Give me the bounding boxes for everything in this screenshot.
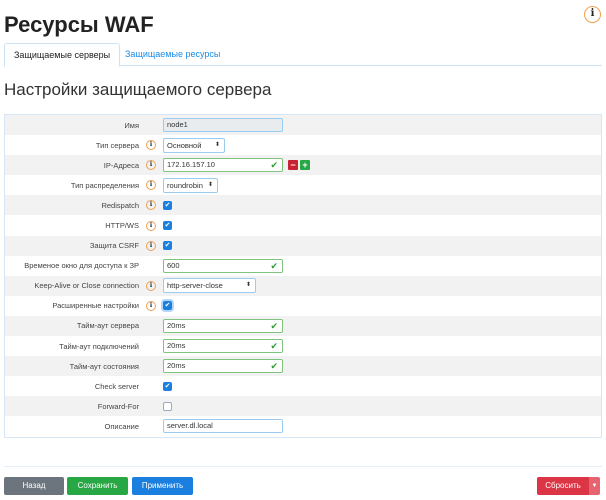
field-label: Тайм-аут сервера xyxy=(76,321,139,331)
input-value: 20ms xyxy=(167,320,186,330)
form-row: Keep-Alive or Close connection i http-serv… xyxy=(5,275,601,296)
page-title: Ресурсы WAF xyxy=(4,12,154,37)
divider xyxy=(4,466,602,467)
field-label: IP-Адреса xyxy=(103,160,139,170)
input-value: 600 xyxy=(167,260,180,270)
info-icon[interactable]: i xyxy=(584,6,601,23)
checkbox[interactable]: ✔ xyxy=(163,221,172,231)
reset-dropdown-toggle[interactable]: ▼ xyxy=(589,477,600,495)
input-value: 20ms xyxy=(167,361,186,371)
select-value: http-server-close xyxy=(167,281,223,291)
remove-icon[interactable]: − xyxy=(288,160,298,171)
form-row: Имя node1 xyxy=(5,115,601,136)
checkbox[interactable]: ✔ xyxy=(163,301,172,311)
text-input[interactable]: server.dl.local xyxy=(163,419,283,434)
checkbox[interactable]: ✔ xyxy=(163,241,172,251)
form-row: Тайм-аут состояния 20ms ✔ xyxy=(5,356,601,377)
reset-button[interactable]: Сбросить xyxy=(537,477,589,495)
form-row: Расширенные настройки i ✔ xyxy=(5,296,601,316)
text-input[interactable]: 20ms ✔ xyxy=(163,359,283,374)
check-icon: ✔ xyxy=(270,160,278,171)
add-icon[interactable]: + xyxy=(300,160,310,171)
form-row: Check server ✔ xyxy=(5,376,601,396)
field-label: Тип сервера xyxy=(95,140,139,150)
field-label: HTTP/WS xyxy=(105,221,139,231)
info-icon[interactable]: i xyxy=(146,240,156,251)
info-icon[interactable]: i xyxy=(146,200,156,211)
checkbox[interactable] xyxy=(163,401,172,411)
select-value: roundrobin xyxy=(167,180,203,190)
server-settings-form: Имя node1 Тип сервера i Основной ⬍ IP-Адреса i 1… xyxy=(4,114,602,438)
field-label: Расширенные настройки xyxy=(52,301,139,311)
section-title: Настройки защищаемого сервера xyxy=(4,80,272,99)
field-label: Временое окно для доступа к ЗР xyxy=(24,261,139,271)
field-label: Описание xyxy=(104,421,139,431)
text-input[interactable]: 20ms ✔ xyxy=(163,318,283,333)
form-row: Временое окно для доступа к ЗР 600 ✔ xyxy=(5,256,601,276)
check-icon: ✔ xyxy=(270,260,278,271)
tab-bar: Защищаемые серверы Защищаемые ресурсы xyxy=(4,43,602,67)
select-dropdown[interactable]: http-server-close ⬍ xyxy=(163,278,256,294)
form-row: HTTP/WS i ✔ xyxy=(5,215,601,235)
check-icon: ✔ xyxy=(270,320,278,331)
text-input[interactable]: node1 xyxy=(163,118,283,133)
form-row: Тайм-аут сервера 20ms ✔ xyxy=(5,315,601,337)
form-row: Forward-For xyxy=(5,396,601,417)
field-label: Тайм-аут состояния xyxy=(69,361,139,371)
form-row: Описание server.dl.local xyxy=(5,416,601,436)
checkbox[interactable]: ✔ xyxy=(163,381,172,391)
info-icon[interactable]: i xyxy=(146,300,156,311)
info-icon[interactable]: i xyxy=(146,220,156,231)
input-value: 20ms xyxy=(167,341,186,351)
text-input[interactable]: 172.16.157.10 ✔ − + xyxy=(163,158,310,173)
chevron-updown-icon: ⬍ xyxy=(245,282,251,289)
check-icon: ✔ xyxy=(270,361,278,372)
form-row: IP-Адреса i 172.16.157.10 ✔ − + xyxy=(5,155,601,176)
text-input[interactable]: 600 ✔ xyxy=(163,258,283,273)
field-label: Имя xyxy=(124,120,139,130)
field-label: Redispatch xyxy=(101,200,139,210)
form-row: Redispatch i ✔ xyxy=(5,195,601,216)
chevron-updown-icon: ⬍ xyxy=(214,141,220,148)
input-value: server.dl.local xyxy=(167,421,213,431)
select-dropdown[interactable]: Основной ⬍ xyxy=(163,137,225,153)
info-icon[interactable]: i xyxy=(146,180,156,191)
save-button[interactable]: Сохранить xyxy=(67,477,128,495)
field-label: Check server xyxy=(94,381,139,391)
select-dropdown[interactable]: roundrobin ⬍ xyxy=(163,177,218,193)
form-row: Защита CSRF i ✔ xyxy=(5,235,601,256)
form-row: Тип сервера i Основной ⬍ xyxy=(5,135,601,155)
chevron-updown-icon: ⬍ xyxy=(207,181,213,188)
apply-button[interactable]: Применить xyxy=(132,477,193,495)
field-label: Тип распределения xyxy=(70,180,139,190)
info-icon[interactable]: i xyxy=(146,140,156,151)
checkbox[interactable]: ✔ xyxy=(163,200,172,210)
tab-protected-resources[interactable]: Защищаемые ресурсы xyxy=(125,49,221,59)
input-value: 172.16.157.10 xyxy=(167,160,215,170)
form-row: Тип распределения i roundrobin ⬍ xyxy=(5,175,601,195)
field-label: Keep-Alive or Close connection xyxy=(34,281,139,291)
form-row: Тайм-аут подключений 20ms ✔ xyxy=(5,336,601,356)
field-label: Тайм-аут подключений xyxy=(59,341,139,351)
info-icon[interactable]: i xyxy=(146,160,156,171)
info-icon[interactable]: i xyxy=(146,280,156,291)
text-input[interactable]: 20ms ✔ xyxy=(163,339,283,354)
select-value: Основной xyxy=(167,140,202,150)
field-label: Forward-For xyxy=(97,401,139,411)
input-value: node1 xyxy=(167,120,188,130)
field-label: Защита CSRF xyxy=(89,241,139,251)
tab-protected-servers[interactable]: Защищаемые серверы xyxy=(4,43,121,67)
back-button[interactable]: Назад xyxy=(4,477,64,495)
check-icon: ✔ xyxy=(270,341,278,352)
